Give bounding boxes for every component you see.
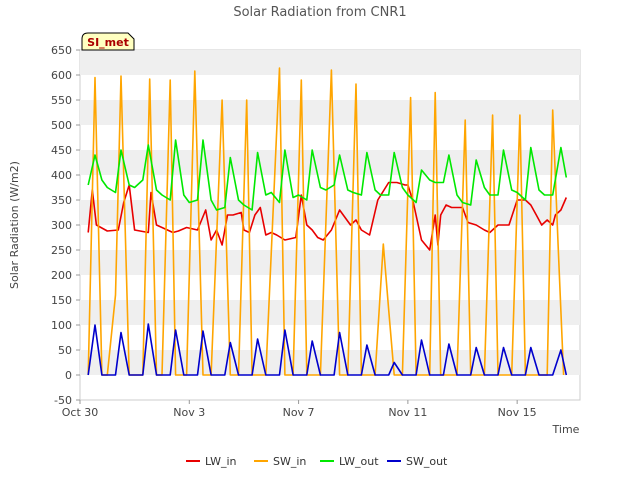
site-badge: SI_met <box>81 32 135 51</box>
series-line-sw-out <box>87 323 568 376</box>
y-axis-ticks: -50 0 50 100 150 200 250 300 350 400 450 500 550 600 6… <box>51 44 80 407</box>
y-tick-label: 100 <box>51 319 72 332</box>
x-axis-label: Time <box>552 423 580 436</box>
badge-label: SI_met <box>87 36 129 49</box>
x-tick-label: Nov 3 <box>173 406 205 419</box>
y-tick-label: 250 <box>51 244 72 257</box>
x-tick-label: Nov 11 <box>388 406 427 419</box>
y-tick-label: 650 <box>51 44 72 57</box>
x-tick-label: Oct 30 <box>62 406 99 419</box>
badge-shape <box>81 32 135 51</box>
series-group <box>87 67 568 376</box>
legend-label-lw-in: LW_in <box>205 455 237 468</box>
x-axis-ticks: Oct 30 Nov 3 Nov 7 Nov 11 Nov 15 <box>62 400 537 419</box>
grid-band <box>80 200 580 225</box>
legend-label-sw-out: SW_out <box>406 455 448 468</box>
legend-label-lw-out: LW_out <box>339 455 379 468</box>
x-tick-label: Nov 7 <box>283 406 315 419</box>
y-tick-label: 550 <box>51 94 72 107</box>
y-tick-label: 350 <box>51 194 72 207</box>
y-tick-label: 500 <box>51 119 72 132</box>
series-line-sw-in <box>87 67 565 376</box>
grid-band <box>80 150 580 175</box>
y-axis-label: Solar Radiation (W/m2) <box>8 161 21 289</box>
legend-label-sw-in: SW_in <box>273 455 306 468</box>
y-tick-label: 50 <box>58 344 72 357</box>
y-tick-label: 300 <box>51 219 72 232</box>
y-tick-label: 400 <box>51 169 72 182</box>
y-tick-label: 0 <box>65 369 72 382</box>
y-tick-label: 150 <box>51 294 72 307</box>
grid-band <box>80 250 580 275</box>
y-tick-label: 200 <box>51 269 72 282</box>
legend: LW_in SW_in LW_out SW_out <box>186 455 448 468</box>
y-tick-label: 450 <box>51 144 72 157</box>
series-line-lw-out <box>87 139 568 211</box>
y-tick-label: 600 <box>51 69 72 82</box>
grid-band <box>80 50 580 75</box>
y-tick-label: -50 <box>54 394 72 407</box>
chart-title: Solar Radiation from CNR1 <box>233 5 406 20</box>
x-tick-label: Nov 15 <box>498 406 537 419</box>
